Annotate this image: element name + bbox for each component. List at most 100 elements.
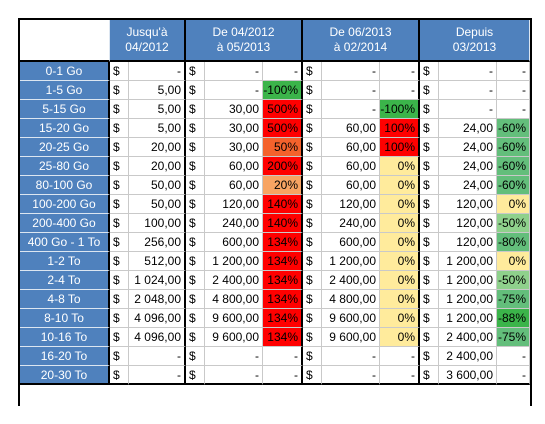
row-label: 400 Go - 1 To bbox=[20, 233, 110, 252]
amount-cell: 60,00 bbox=[322, 176, 380, 195]
currency-cell: $ bbox=[186, 81, 205, 100]
currency-cell: $ bbox=[110, 214, 129, 233]
currency-cell: $ bbox=[420, 62, 439, 81]
row-label: 15-20 Go bbox=[20, 119, 110, 138]
amount-cell: - bbox=[439, 81, 497, 100]
change-percent-cell: 0% bbox=[380, 290, 420, 309]
currency-cell: $ bbox=[420, 328, 439, 347]
amount-cell: 20,00 bbox=[129, 157, 186, 176]
amount-cell: 2 400,00 bbox=[439, 328, 497, 347]
amount-cell: 120,00 bbox=[205, 195, 263, 214]
row-label: 0-1 Go bbox=[20, 62, 110, 81]
change-percent-cell: 0% bbox=[380, 252, 420, 271]
change-percent-cell: - bbox=[497, 62, 530, 81]
amount-cell: 30,00 bbox=[205, 138, 263, 157]
change-percent-cell: - bbox=[380, 81, 420, 100]
currency-cell: $ bbox=[303, 366, 322, 385]
amount-cell: - bbox=[205, 366, 263, 385]
amount-cell: 240,00 bbox=[322, 214, 380, 233]
amount-cell: 50,00 bbox=[129, 176, 186, 195]
amount-cell: 5,00 bbox=[129, 119, 186, 138]
currency-cell: $ bbox=[420, 157, 439, 176]
change-percent-cell: - bbox=[497, 100, 530, 119]
change-percent-cell: 134% bbox=[263, 252, 303, 271]
row-label: 8-10 To bbox=[20, 309, 110, 328]
change-percent-cell: 100% bbox=[380, 119, 420, 138]
change-percent-cell: 134% bbox=[263, 309, 303, 328]
amount-cell: 9 600,00 bbox=[205, 309, 263, 328]
amount-cell: 60,00 bbox=[322, 119, 380, 138]
change-percent-cell: 0% bbox=[380, 195, 420, 214]
row-label: 5-15 Go bbox=[20, 100, 110, 119]
row-label: 20-30 To bbox=[20, 366, 110, 385]
currency-cell: $ bbox=[110, 271, 129, 290]
currency-cell: $ bbox=[420, 176, 439, 195]
amount-cell: 1 200,00 bbox=[439, 271, 497, 290]
currency-cell: $ bbox=[420, 252, 439, 271]
amount-cell: 1 200,00 bbox=[322, 252, 380, 271]
amount-cell: 1 024,00 bbox=[129, 271, 186, 290]
amount-cell: - bbox=[205, 81, 263, 100]
row-label: 1-5 Go bbox=[20, 81, 110, 100]
currency-cell: $ bbox=[110, 157, 129, 176]
amount-cell: - bbox=[322, 62, 380, 81]
currency-cell: $ bbox=[186, 214, 205, 233]
change-percent-cell: 100% bbox=[380, 138, 420, 157]
currency-cell: $ bbox=[420, 81, 439, 100]
change-percent-cell: 0% bbox=[380, 328, 420, 347]
row-label: 20-25 Go bbox=[20, 138, 110, 157]
row-label: 16-20 To bbox=[20, 347, 110, 366]
change-percent-cell: - bbox=[497, 81, 530, 100]
amount-cell: 30,00 bbox=[205, 100, 263, 119]
currency-cell: $ bbox=[186, 233, 205, 252]
row-label: 1-2 To bbox=[20, 252, 110, 271]
change-percent-cell: 0% bbox=[380, 233, 420, 252]
amount-cell: 4 096,00 bbox=[129, 309, 186, 328]
amount-cell: 4 800,00 bbox=[205, 290, 263, 309]
amount-cell: 1 200,00 bbox=[439, 290, 497, 309]
change-percent-cell: 140% bbox=[263, 195, 303, 214]
change-percent-cell: 0% bbox=[380, 271, 420, 290]
amount-cell: 2 400,00 bbox=[439, 347, 497, 366]
header-period-3: De 06/2013 à 02/2014 bbox=[303, 20, 420, 62]
currency-cell: $ bbox=[420, 100, 439, 119]
change-percent-cell: 140% bbox=[263, 214, 303, 233]
change-percent-cell: -60% bbox=[497, 176, 530, 195]
change-percent-cell: - bbox=[263, 366, 303, 385]
row-label: 25-80 Go bbox=[20, 157, 110, 176]
amount-cell: 120,00 bbox=[439, 214, 497, 233]
currency-cell: $ bbox=[303, 100, 322, 119]
currency-cell: $ bbox=[110, 119, 129, 138]
currency-cell: $ bbox=[420, 309, 439, 328]
change-percent-cell: 0% bbox=[380, 176, 420, 195]
change-percent-cell: - bbox=[380, 366, 420, 385]
amount-cell: 9 600,00 bbox=[322, 328, 380, 347]
change-percent-cell: -88% bbox=[497, 309, 530, 328]
currency-cell: $ bbox=[420, 119, 439, 138]
amount-cell: 9 600,00 bbox=[205, 328, 263, 347]
change-percent-cell: 20% bbox=[263, 176, 303, 195]
currency-cell: $ bbox=[303, 233, 322, 252]
amount-cell: 2 048,00 bbox=[129, 290, 186, 309]
currency-cell: $ bbox=[420, 214, 439, 233]
amount-cell: 5,00 bbox=[129, 100, 186, 119]
header-period-4: Depuis 03/2013 bbox=[420, 20, 530, 62]
change-percent-cell: -50% bbox=[497, 214, 530, 233]
change-percent-cell: -100% bbox=[263, 81, 303, 100]
row-label: 10-16 To bbox=[20, 328, 110, 347]
change-percent-cell: -60% bbox=[497, 157, 530, 176]
change-percent-cell: -50% bbox=[497, 271, 530, 290]
currency-cell: $ bbox=[110, 328, 129, 347]
currency-cell: $ bbox=[303, 81, 322, 100]
amount-cell: 2 400,00 bbox=[205, 271, 263, 290]
currency-cell: $ bbox=[303, 347, 322, 366]
amount-cell: - bbox=[322, 100, 380, 119]
change-percent-cell: 0% bbox=[380, 157, 420, 176]
currency-cell: $ bbox=[420, 233, 439, 252]
currency-cell: $ bbox=[303, 328, 322, 347]
currency-cell: $ bbox=[110, 233, 129, 252]
amount-cell: 4 800,00 bbox=[322, 290, 380, 309]
table-corner bbox=[20, 20, 110, 62]
currency-cell: $ bbox=[303, 290, 322, 309]
change-percent-cell: -60% bbox=[497, 138, 530, 157]
